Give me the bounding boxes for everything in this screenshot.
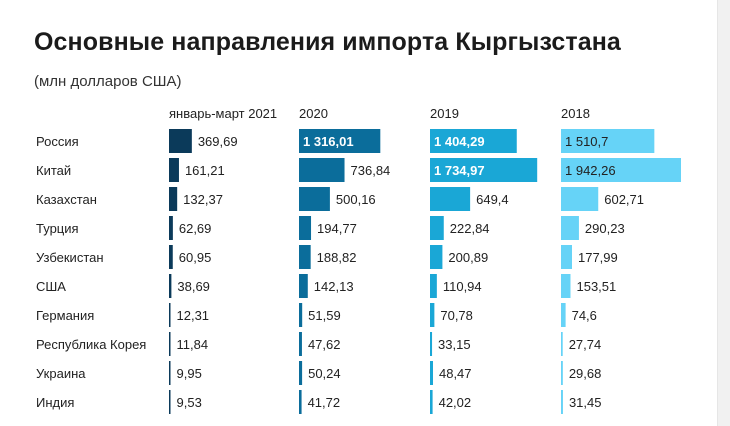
- bar-1-9: [299, 390, 302, 414]
- value-label-2-3: 222,84: [450, 221, 490, 236]
- series-header-0: январь-март 2021: [169, 106, 277, 121]
- bar-0-8: [169, 361, 171, 385]
- bar-1-8: [299, 361, 303, 385]
- bar-1-3: [299, 216, 312, 240]
- value-label-2-8: 48,47: [439, 366, 472, 381]
- value-label-0-8: 9,95: [177, 366, 202, 381]
- bar-1-4: [299, 245, 311, 269]
- value-label-3-0: 1 510,7: [565, 134, 608, 149]
- bar-3-1: [561, 158, 681, 182]
- series-header-3: 2018: [561, 106, 590, 121]
- value-label-2-1: 1 734,97: [434, 163, 485, 178]
- bar-2-5: [430, 274, 437, 298]
- chart-title: Основные направления импорта Кыргызстана: [34, 28, 621, 56]
- value-label-2-7: 33,15: [438, 337, 471, 352]
- value-label-2-9: 42,02: [439, 395, 472, 410]
- category-label: Индия: [36, 395, 74, 410]
- value-label-0-1: 161,21: [185, 163, 225, 178]
- bar-2-9: [430, 390, 433, 414]
- value-label-1-8: 50,24: [308, 366, 341, 381]
- category-label: Узбекистан: [36, 250, 104, 265]
- bar-3-3: [561, 216, 579, 240]
- value-label-2-6: 70,78: [440, 308, 473, 323]
- scrollbar-track[interactable]: [717, 0, 730, 426]
- value-label-0-0: 369,69: [198, 134, 238, 149]
- value-label-3-6: 74,6: [572, 308, 597, 323]
- value-label-1-4: 188,82: [317, 250, 357, 265]
- category-label: Германия: [36, 308, 94, 323]
- value-label-1-9: 41,72: [308, 395, 341, 410]
- bar-0-7: [169, 332, 171, 356]
- value-label-1-3: 194,77: [317, 221, 357, 236]
- category-label: Казахстан: [36, 192, 97, 207]
- value-label-0-7: 11,84: [177, 337, 209, 352]
- bar-3-2: [561, 187, 599, 211]
- bar-2-0: [430, 129, 517, 153]
- bar-1-7: [299, 332, 302, 356]
- category-label: Турция: [36, 221, 79, 236]
- value-label-1-5: 142,13: [314, 279, 354, 294]
- bar-0-9: [169, 390, 171, 414]
- bar-0-1: [169, 158, 179, 182]
- bar-0-2: [169, 187, 178, 211]
- bar-3-4: [561, 245, 572, 269]
- value-label-3-4: 177,99: [578, 250, 618, 265]
- value-label-3-9: 31,45: [569, 395, 602, 410]
- bar-2-2: [430, 187, 471, 211]
- value-label-0-3: 62,69: [179, 221, 212, 236]
- category-label: Китай: [36, 163, 71, 178]
- value-label-0-6: 12,31: [177, 308, 210, 323]
- bar-3-0: [561, 129, 655, 153]
- bar-1-5: [299, 274, 308, 298]
- value-label-2-5: 110,94: [443, 279, 482, 294]
- bar-2-3: [430, 216, 444, 240]
- value-label-2-0: 1 404,29: [434, 134, 485, 149]
- category-label: Украина: [36, 366, 86, 381]
- value-label-3-3: 290,23: [585, 221, 625, 236]
- bar-0-5: [169, 274, 172, 298]
- bar-1-0: [299, 129, 381, 153]
- value-label-0-2: 132,37: [183, 192, 223, 207]
- bar-2-4: [430, 245, 443, 269]
- category-label: Республика Корея: [36, 337, 146, 352]
- chart-subtitle: (млн долларов США): [34, 73, 182, 90]
- series-header-2: 2019: [430, 106, 459, 121]
- bar-0-4: [169, 245, 173, 269]
- value-label-0-5: 38,69: [177, 279, 210, 294]
- bar-3-9: [561, 390, 563, 414]
- bar-1-2: [299, 187, 330, 211]
- value-label-1-6: 51,59: [308, 308, 341, 323]
- value-label-3-5: 153,51: [576, 279, 616, 294]
- category-label: США: [36, 279, 66, 294]
- value-label-0-9: 9,53: [177, 395, 202, 410]
- category-label: Россия: [36, 134, 79, 149]
- bar-1-6: [299, 303, 303, 327]
- bar-0-0: [169, 129, 192, 153]
- value-label-1-1: 736,84: [351, 163, 391, 178]
- value-label-3-2: 602,71: [604, 192, 644, 207]
- bar-3-5: [561, 274, 571, 298]
- bar-1-1: [299, 158, 345, 182]
- value-label-2-2: 649,4: [476, 192, 509, 207]
- bar-2-6: [430, 303, 435, 327]
- value-label-1-2: 500,16: [336, 192, 376, 207]
- value-label-3-7: 27,74: [569, 337, 602, 352]
- bar-2-7: [430, 332, 433, 356]
- bar-2-8: [430, 361, 433, 385]
- value-label-1-7: 47,62: [308, 337, 341, 352]
- bar-0-3: [169, 216, 173, 240]
- bar-3-7: [561, 332, 563, 356]
- value-label-2-4: 200,89: [448, 250, 488, 265]
- bar-3-6: [561, 303, 566, 327]
- bar-3-8: [561, 361, 563, 385]
- value-label-0-4: 60,95: [179, 250, 212, 265]
- value-label-3-1: 1 942,26: [565, 163, 616, 178]
- series-header-1: 2020: [299, 106, 328, 121]
- value-label-1-0: 1 316,01: [303, 134, 354, 149]
- bar-0-6: [169, 303, 171, 327]
- value-label-3-8: 29,68: [569, 366, 602, 381]
- bar-2-1: [430, 158, 538, 182]
